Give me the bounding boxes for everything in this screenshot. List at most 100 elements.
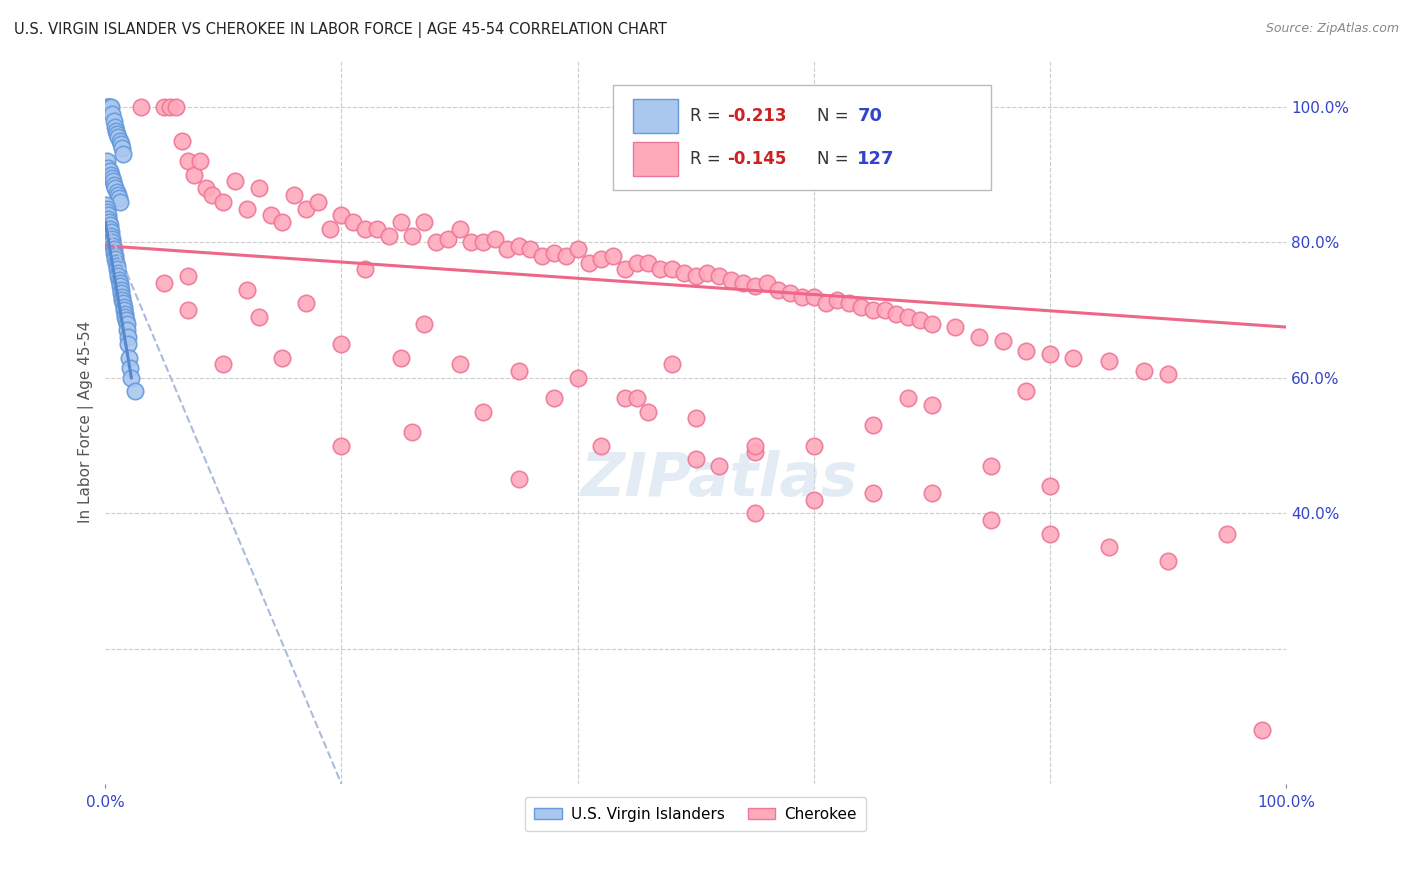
Point: [96, 202, 118, 216]
Point: [98, 100, 121, 114]
Point: [1098, 354, 1121, 368]
Point: [389, 351, 412, 365]
Point: [295, 296, 318, 310]
Point: [626, 256, 648, 270]
Text: -0.213: -0.213: [727, 107, 787, 125]
Point: [104, 252, 127, 267]
Point: [104, 120, 127, 135]
Point: [991, 334, 1014, 348]
Point: [519, 242, 541, 256]
Point: [1216, 526, 1239, 541]
Point: [862, 303, 884, 318]
Point: [177, 154, 200, 169]
Point: [101, 232, 124, 246]
Point: [112, 303, 135, 318]
Y-axis label: In Labor Force | Age 45-54: In Labor Force | Age 45-54: [79, 321, 94, 523]
Point: [508, 364, 530, 378]
Point: [98, 164, 121, 178]
Point: [342, 215, 364, 229]
Point: [103, 178, 125, 192]
Point: [118, 351, 141, 365]
Text: 127: 127: [858, 150, 894, 168]
Point: [100, 228, 122, 243]
Point: [449, 222, 471, 236]
Point: [107, 188, 129, 202]
Point: [177, 303, 200, 318]
Point: [236, 283, 259, 297]
FancyBboxPatch shape: [613, 85, 991, 190]
Point: [101, 107, 124, 121]
Point: [672, 266, 695, 280]
Point: [117, 337, 139, 351]
Point: [366, 222, 388, 236]
Point: [980, 513, 1002, 527]
Point: [449, 357, 471, 371]
Point: [115, 313, 138, 327]
Point: [108, 279, 131, 293]
Point: [401, 228, 423, 243]
Point: [768, 283, 790, 297]
Point: [110, 137, 132, 152]
Point: [696, 266, 718, 280]
Point: [1098, 540, 1121, 554]
Point: [709, 458, 731, 473]
Point: [814, 296, 837, 310]
Point: [114, 310, 136, 324]
Text: ZIPatlas: ZIPatlas: [581, 450, 858, 509]
Point: [779, 286, 801, 301]
Point: [838, 296, 860, 310]
Point: [567, 242, 589, 256]
Point: [111, 140, 134, 154]
Text: 70: 70: [858, 107, 883, 125]
Point: [212, 194, 235, 209]
Point: [159, 100, 181, 114]
Point: [921, 398, 943, 412]
Legend: U.S. Virgin Islanders, Cherokee: U.S. Virgin Islanders, Cherokee: [526, 797, 866, 830]
Text: R =: R =: [690, 107, 725, 125]
Point: [803, 492, 825, 507]
Text: N =: N =: [817, 107, 853, 125]
Point: [105, 185, 128, 199]
Text: N =: N =: [817, 150, 853, 168]
Point: [921, 486, 943, 500]
Point: [661, 262, 683, 277]
Point: [744, 506, 766, 520]
Point: [755, 276, 778, 290]
Point: [201, 188, 224, 202]
Point: [873, 303, 896, 318]
Point: [413, 317, 436, 331]
Point: [827, 293, 849, 307]
Point: [108, 194, 131, 209]
Point: [108, 276, 131, 290]
Point: [96, 154, 118, 169]
Point: [484, 232, 506, 246]
Point: [105, 127, 128, 141]
Point: [637, 256, 659, 270]
Point: [650, 262, 672, 277]
Point: [436, 232, 458, 246]
Point: [107, 130, 129, 145]
Point: [637, 405, 659, 419]
Point: [129, 100, 152, 114]
Point: [100, 225, 122, 239]
Point: [111, 293, 134, 307]
Point: [531, 249, 554, 263]
Point: [862, 486, 884, 500]
Point: [105, 256, 128, 270]
Point: [1062, 351, 1084, 365]
Point: [709, 269, 731, 284]
Point: [153, 100, 176, 114]
Point: [98, 222, 121, 236]
Point: [107, 266, 129, 280]
Point: [247, 181, 270, 195]
Point: [543, 245, 565, 260]
Point: [112, 300, 135, 314]
Point: [1039, 347, 1062, 361]
Point: [112, 296, 135, 310]
Point: [103, 113, 125, 128]
Point: [100, 100, 122, 114]
Point: [97, 161, 120, 175]
Point: [96, 100, 118, 114]
Point: [117, 330, 139, 344]
Point: [980, 458, 1002, 473]
